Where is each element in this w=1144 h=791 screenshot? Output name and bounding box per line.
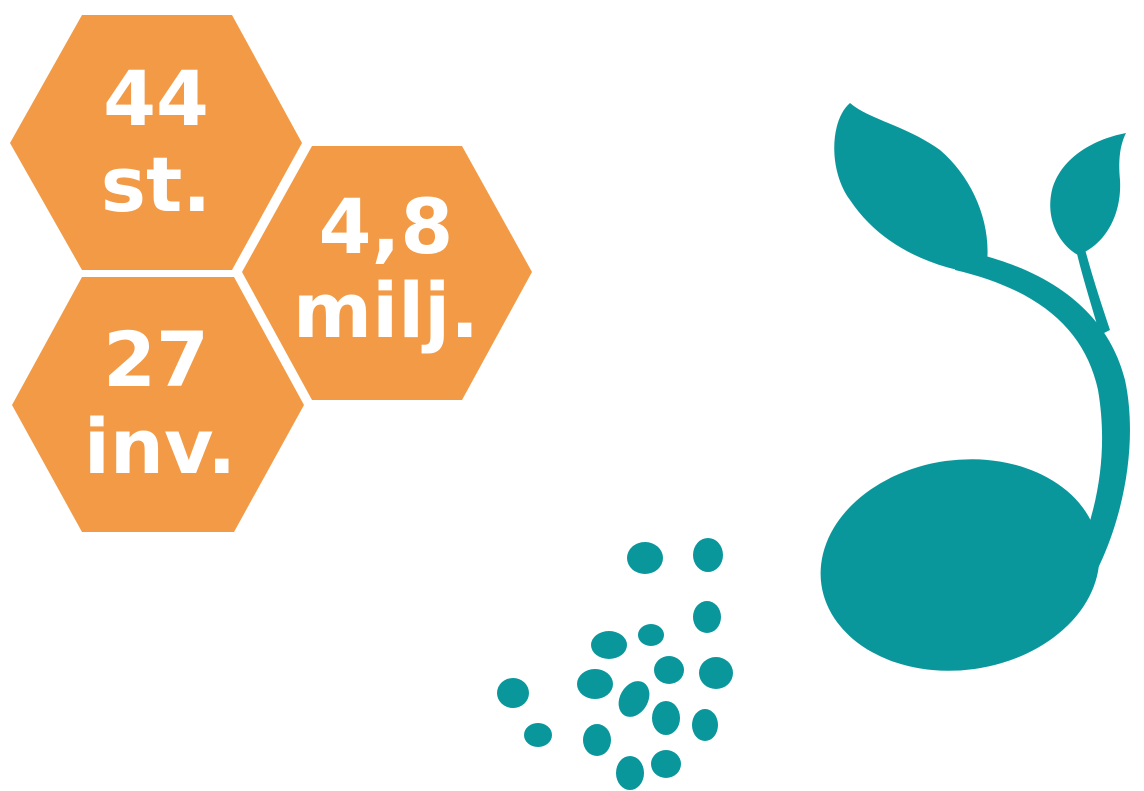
seeds-illustration — [497, 538, 733, 790]
seed — [699, 657, 733, 689]
seed — [583, 724, 611, 756]
hexagon-group: 44 st. 4,8 milj. 27 inv. — [10, 15, 532, 532]
seed — [627, 542, 663, 574]
sprout-illustration — [820, 103, 1130, 671]
hexagon-unit: st. — [101, 140, 211, 229]
hexagon-number: 27 — [103, 315, 209, 404]
seed — [638, 624, 664, 646]
seed — [616, 756, 644, 790]
seed — [652, 701, 680, 735]
leaf — [834, 103, 988, 275]
seed — [654, 656, 684, 684]
hexagon-number: 44 — [103, 54, 209, 143]
seed — [651, 750, 681, 778]
stem — [1072, 230, 1110, 335]
hexagon-unit: milj. — [293, 266, 479, 355]
seed — [693, 601, 721, 633]
seed — [497, 678, 529, 708]
leaf — [1050, 133, 1126, 255]
hexagon-unit: inv. — [84, 402, 236, 491]
seed — [591, 631, 627, 659]
seed — [618, 681, 650, 717]
seed — [524, 723, 552, 747]
hexagon — [10, 15, 302, 270]
hexagon-number: 4,8 — [319, 182, 454, 271]
seed — [693, 538, 723, 572]
hexagon — [12, 277, 304, 532]
stem — [955, 250, 1130, 600]
seed-body — [820, 459, 1100, 671]
seed — [577, 669, 613, 699]
hexagon — [242, 146, 532, 400]
seed — [692, 709, 718, 741]
